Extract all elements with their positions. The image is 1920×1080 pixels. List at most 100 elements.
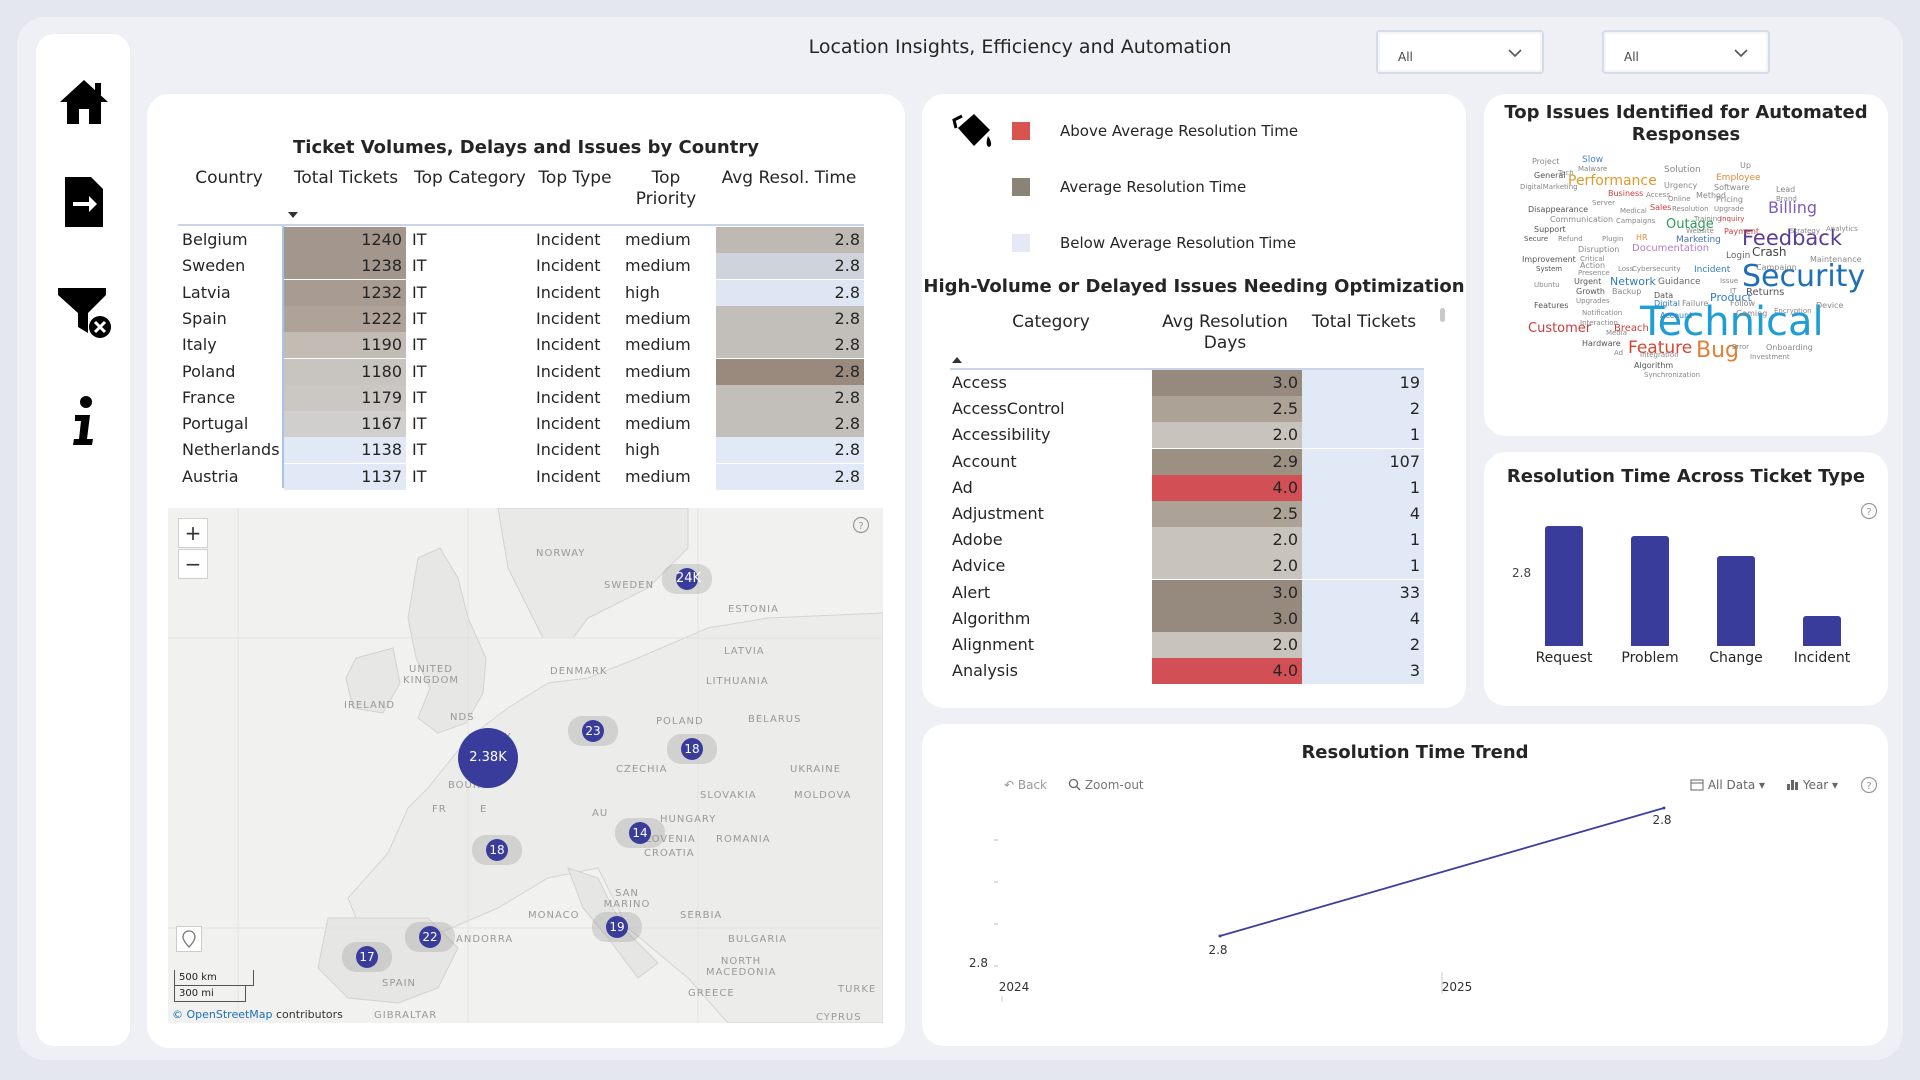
zoom-in-button[interactable]: +: [178, 518, 208, 548]
word-cloud-word[interactable]: Loss: [1618, 265, 1634, 273]
map-bubble[interactable]: 18: [486, 839, 508, 861]
table-row[interactable]: Adobe 2.0 1: [950, 527, 1424, 554]
map-bubble[interactable]: 24K: [676, 568, 701, 590]
word-cloud-word[interactable]: Onboarding: [1766, 343, 1813, 352]
word-cloud-word[interactable]: Returns: [1746, 287, 1785, 298]
table-row[interactable]: Account 2.9 107: [950, 448, 1424, 475]
word-cloud-word[interactable]: Investment: [1750, 353, 1790, 361]
slicer-dropdown-2[interactable]: All: [1602, 30, 1770, 74]
word-cloud-word[interactable]: Lead: [1776, 185, 1796, 194]
word-cloud-word[interactable]: Support: [1534, 225, 1566, 234]
col-header-category[interactable]: Top Category: [414, 168, 526, 188]
table-row[interactable]: Latvia 1232 IT Incident high 2.8: [178, 279, 864, 306]
word-cloud-word[interactable]: Inquiry: [1720, 215, 1745, 223]
word-cloud-word[interactable]: Employee: [1716, 173, 1761, 183]
word-cloud-word[interactable]: Bug: [1696, 338, 1740, 363]
word-cloud-word[interactable]: Business: [1608, 189, 1644, 198]
back-button[interactable]: ↶ Back: [1004, 778, 1048, 792]
word-cloud-word[interactable]: Data: [1654, 291, 1674, 300]
word-cloud-word[interactable]: Ubuntu: [1534, 281, 1560, 289]
word-cloud-word[interactable]: Feedback: [1742, 226, 1843, 250]
word-cloud-word[interactable]: Secure: [1524, 235, 1549, 243]
bar-incident[interactable]: [1803, 616, 1841, 646]
map-bubble[interactable]: 14: [629, 822, 651, 844]
word-cloud-word[interactable]: Software: [1714, 183, 1750, 192]
word-cloud-word[interactable]: Sales: [1650, 203, 1672, 212]
table-row[interactable]: Accessibility 2.0 1: [950, 422, 1424, 449]
word-cloud-word[interactable]: Solution: [1664, 165, 1701, 175]
sort-desc-icon[interactable]: [288, 212, 298, 218]
word-cloud-word[interactable]: IT: [1730, 287, 1737, 295]
help-icon[interactable]: ?: [1860, 776, 1878, 794]
col-header-type[interactable]: Top Type: [538, 168, 612, 188]
word-cloud-word[interactable]: Plugin: [1602, 235, 1624, 243]
word-cloud-word[interactable]: Crash: [1752, 245, 1787, 259]
word-cloud-word[interactable]: Digital: [1654, 299, 1680, 308]
word-cloud-word[interactable]: Gaming: [1736, 309, 1768, 318]
clear-filter-icon[interactable]: [56, 284, 112, 340]
table-row[interactable]: AccessControl 2.5 2: [950, 396, 1424, 423]
word-cloud-word[interactable]: Brand: [1776, 195, 1797, 203]
help-icon[interactable]: ?: [852, 516, 870, 534]
word-cloud-word[interactable]: Upgrades: [1576, 297, 1610, 305]
word-cloud-word[interactable]: Campaigns: [1616, 217, 1656, 225]
table-row[interactable]: Adjustment 2.5 4: [950, 501, 1424, 527]
word-cloud-word[interactable]: Documentation: [1632, 243, 1710, 254]
all-data-dropdown[interactable]: All Data ▾: [1690, 778, 1765, 792]
word-cloud-word[interactable]: Server: [1592, 199, 1615, 207]
word-cloud-word[interactable]: Issue: [1720, 277, 1739, 285]
word-cloud-word[interactable]: Login: [1726, 251, 1751, 261]
table-row[interactable]: Alignment 2.0 2: [950, 632, 1424, 658]
word-cloud-word[interactable]: Error: [1732, 343, 1750, 351]
table-row[interactable]: Alert 3.0 33: [950, 579, 1424, 606]
word-cloud-word[interactable]: Ad: [1614, 349, 1624, 357]
word-cloud-word[interactable]: Campaign: [1756, 263, 1797, 272]
word-cloud-word[interactable]: Strategy: [1790, 227, 1820, 235]
word-cloud-word[interactable]: Encryption: [1774, 307, 1812, 315]
scrollbar-thumb[interactable]: [1440, 308, 1445, 322]
word-cloud-word[interactable]: Payment: [1724, 227, 1760, 236]
table-row[interactable]: France 1179 IT Incident medium 2.8: [178, 384, 864, 411]
info-icon[interactable]: [56, 394, 112, 450]
europe-map[interactable]: NORWAY SWEDEN ESTONIA LATVIA DENMARK LITHUANI…: [168, 508, 883, 1023]
word-cloud-word[interactable]: Upgrade: [1714, 205, 1744, 213]
slicer-dropdown-1[interactable]: All: [1376, 30, 1544, 74]
word-cloud-word[interactable]: Features: [1534, 301, 1569, 310]
word-cloud-word[interactable]: Urgent: [1574, 277, 1602, 286]
table-row[interactable]: Ad 4.0 1: [950, 474, 1424, 501]
table-row[interactable]: Analysis 4.0 3: [950, 658, 1424, 685]
map-bubble[interactable]: 22: [419, 926, 441, 948]
word-cloud-word[interactable]: Refund: [1558, 235, 1583, 243]
word-cloud-word[interactable]: Network: [1610, 275, 1656, 288]
word-cloud-word[interactable]: Urgency: [1664, 181, 1698, 190]
help-icon[interactable]: ?: [1860, 502, 1878, 520]
word-cloud-word[interactable]: Website: [1686, 227, 1714, 235]
word-cloud-word[interactable]: General: [1534, 171, 1566, 180]
word-cloud-word[interactable]: System: [1536, 265, 1563, 273]
word-cloud-word[interactable]: DigitalMarketing: [1520, 183, 1578, 191]
word-cloud-word[interactable]: Access: [1646, 191, 1670, 199]
zoom-out-control[interactable]: Zoom-out: [1068, 778, 1144, 792]
word-cloud-word[interactable]: Performance: [1568, 173, 1657, 189]
word-cloud-word[interactable]: Outage: [1666, 217, 1714, 232]
word-cloud-word[interactable]: Device: [1816, 301, 1844, 310]
col-header-country[interactable]: Country: [195, 168, 263, 188]
word-cloud-word[interactable]: Incident: [1694, 265, 1731, 275]
table-row[interactable]: Access 3.0 19: [950, 370, 1424, 396]
zoom-out-button[interactable]: −: [178, 549, 208, 579]
word-cloud-word[interactable]: Billing: [1768, 198, 1818, 217]
word-cloud-word[interactable]: Follow: [1730, 299, 1756, 308]
word-cloud-word[interactable]: Interaction: [1580, 319, 1618, 327]
word-cloud-word[interactable]: Synchronization: [1644, 371, 1701, 379]
bar-problem[interactable]: [1631, 536, 1669, 646]
word-cloud-word[interactable]: Technical: [1640, 299, 1824, 345]
sort-asc-icon[interactable]: [952, 357, 962, 363]
word-cloud-word[interactable]: Failure: [1682, 299, 1709, 308]
table-row[interactable]: Belgium 1240 IT Incident medium 2.8: [178, 227, 864, 253]
col-header-category[interactable]: Category: [1012, 312, 1090, 332]
table-row[interactable]: Netherlands 1138 IT Incident high 2.8: [178, 437, 864, 464]
map-bubble[interactable]: 19: [606, 916, 628, 938]
word-cloud-word[interactable]: Security: [1742, 259, 1866, 294]
word-cloud-word[interactable]: Hardware: [1582, 339, 1621, 348]
table-row[interactable]: Spain 1222 IT Incident medium 2.8: [178, 305, 864, 332]
